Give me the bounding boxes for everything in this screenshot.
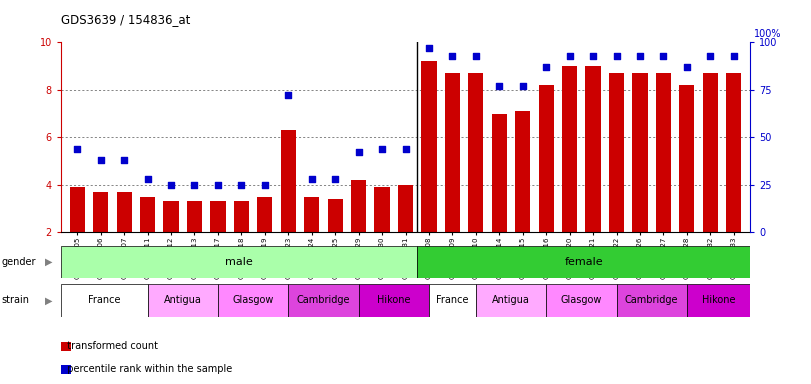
Bar (218, 284, 288, 317)
Point (188, 182, 201, 188)
Point (352, 149, 365, 156)
Bar (702, 73, 718, 232)
Point (71, 146, 84, 152)
Bar (234, 202, 249, 232)
Text: female: female (564, 257, 603, 267)
Text: Cambridge: Cambridge (297, 295, 350, 306)
Text: ▶: ▶ (45, 295, 53, 306)
Point (727, 53, 740, 59)
Point (517, 83, 530, 89)
Point (212, 182, 225, 188)
Text: percentile rank within the sample: percentile rank within the sample (61, 364, 232, 374)
Text: Glasgow: Glasgow (560, 295, 602, 306)
Text: 100%: 100% (754, 30, 782, 40)
Text: strain: strain (2, 295, 30, 306)
Bar (61, 246, 417, 278)
Point (399, 146, 412, 152)
Bar (61, 284, 148, 317)
Bar (163, 202, 178, 232)
Bar (444, 73, 460, 232)
Bar (187, 202, 202, 232)
Bar (257, 197, 272, 232)
Point (610, 53, 623, 59)
Text: Hikone: Hikone (377, 295, 410, 306)
Bar (562, 66, 577, 232)
Text: Antigua: Antigua (492, 295, 530, 306)
Bar (417, 246, 750, 278)
Point (680, 64, 693, 70)
Point (493, 83, 506, 89)
Bar (304, 197, 320, 232)
Bar (398, 185, 413, 232)
Bar (140, 197, 155, 232)
Bar (351, 180, 367, 232)
Bar (586, 66, 601, 232)
Bar (210, 202, 225, 232)
Text: Hikone: Hikone (702, 295, 736, 306)
Point (657, 53, 670, 59)
Text: ▶: ▶ (45, 257, 53, 267)
Point (470, 53, 483, 59)
Bar (117, 192, 131, 232)
Point (423, 45, 436, 51)
Bar (281, 130, 296, 232)
Point (328, 176, 341, 182)
Text: gender: gender (2, 257, 36, 267)
Text: transformed count: transformed count (61, 341, 158, 351)
Point (281, 93, 294, 99)
Point (563, 53, 576, 59)
Bar (726, 73, 741, 232)
Bar (546, 284, 616, 317)
Point (305, 176, 318, 182)
Point (375, 146, 388, 152)
Point (118, 157, 131, 163)
Bar (491, 114, 507, 232)
Point (539, 64, 552, 70)
Bar (515, 111, 530, 232)
Bar (70, 187, 85, 232)
Bar (656, 73, 671, 232)
Bar (422, 61, 436, 232)
Bar (429, 284, 476, 317)
Point (633, 53, 646, 59)
Bar (375, 187, 389, 232)
Point (141, 176, 154, 182)
Point (165, 182, 178, 188)
Text: Cambridge: Cambridge (625, 295, 679, 306)
Text: Glasgow: Glasgow (233, 295, 274, 306)
Point (586, 53, 599, 59)
Bar (633, 73, 648, 232)
Text: Antigua: Antigua (164, 295, 202, 306)
Bar (616, 284, 687, 317)
Point (235, 182, 248, 188)
Text: male: male (225, 257, 253, 267)
Bar (93, 192, 109, 232)
Bar (476, 284, 546, 317)
Bar (288, 284, 358, 317)
Point (704, 53, 717, 59)
Text: France: France (88, 295, 121, 306)
Bar (148, 284, 218, 317)
Point (94, 157, 107, 163)
Bar (680, 85, 694, 232)
Bar (468, 73, 483, 232)
Bar (687, 284, 750, 317)
Text: France: France (436, 295, 469, 306)
Point (446, 53, 459, 59)
Bar (328, 199, 343, 232)
Point (259, 182, 272, 188)
Bar (539, 85, 554, 232)
Text: GDS3639 / 154836_at: GDS3639 / 154836_at (61, 13, 191, 26)
Bar (358, 284, 429, 317)
Bar (609, 73, 624, 232)
